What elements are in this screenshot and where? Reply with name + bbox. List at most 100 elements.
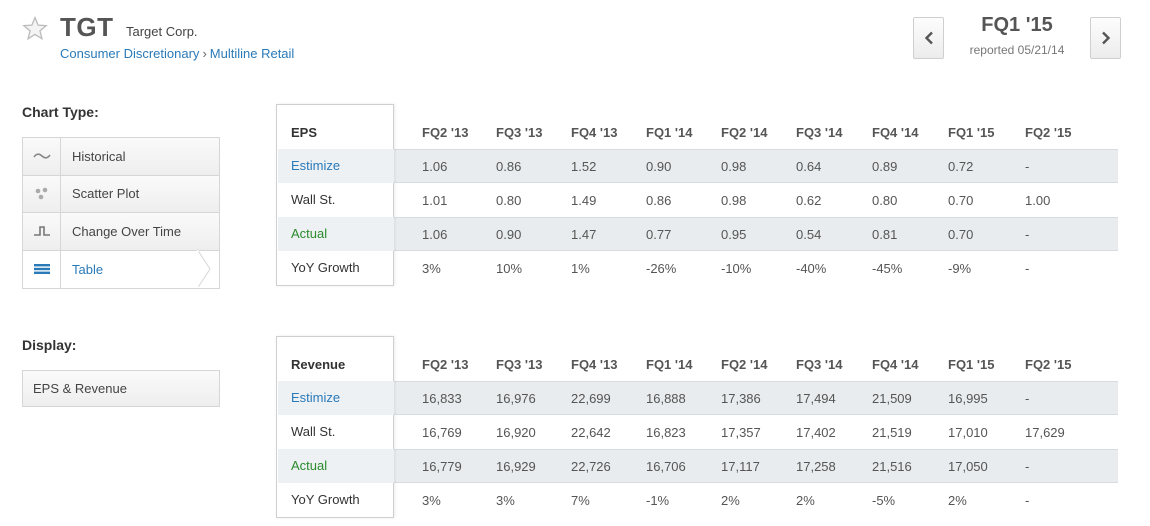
chart-type-change-over-time[interactable]: Change Over Time — [23, 213, 219, 251]
column-header: FQ2 '13 — [422, 124, 469, 140]
table-cell: 1.47 — [571, 226, 597, 242]
breadcrumb-separator: › — [202, 46, 207, 61]
row-label: Wall St. — [291, 192, 336, 207]
table-cell: 16,779 — [422, 458, 462, 474]
table-cell: 0.80 — [872, 192, 898, 208]
column-header: FQ3 '14 — [796, 124, 843, 140]
table-cell: 0.80 — [496, 192, 522, 208]
table-cell: 16,995 — [948, 390, 988, 406]
table-cell: -26% — [646, 260, 677, 276]
table-cell: 22,642 — [571, 424, 611, 440]
table-cell: -40% — [796, 260, 827, 276]
table-cell: 16,929 — [496, 458, 536, 474]
chevron-right-icon — [1101, 31, 1110, 45]
table-cell: 17,010 — [948, 424, 988, 440]
wave-icon — [23, 138, 61, 175]
table-header-row: FQ2 '13 FQ3 '13 FQ4 '13 FQ1 '14 FQ2 '14 FQ3 '… — [276, 115, 1118, 149]
table-cell: 22,699 — [571, 390, 611, 406]
column-header: FQ1 '14 — [646, 124, 693, 140]
table-cell: 17,629 — [1025, 424, 1065, 440]
table-cell: 16,706 — [646, 458, 686, 474]
column-header: FQ4 '14 — [872, 356, 919, 372]
previous-period-button[interactable] — [913, 17, 944, 59]
table-header-row: FQ2 '13 FQ3 '13 FQ4 '13 FQ1 '14 FQ2 '14 FQ3 '… — [276, 347, 1118, 381]
table-cell: 17,258 — [796, 458, 836, 474]
table-cell: 17,117 — [721, 458, 760, 474]
table-cell: 0.98 — [721, 192, 747, 208]
table-row: 1.01 0.80 1.49 0.86 0.98 0.62 0.80 0.70 1.00 — [276, 183, 1118, 217]
table-cell: 0.90 — [496, 226, 522, 242]
chart-type-table[interactable]: Table — [23, 250, 219, 288]
table-cell: 0.89 — [872, 158, 898, 174]
table-cell: 1.01 — [422, 192, 448, 208]
row-label: Estimize — [291, 158, 341, 173]
table-cell: -10% — [721, 260, 752, 276]
column-header: FQ1 '15 — [948, 356, 995, 372]
row-label-background — [278, 217, 394, 251]
table-cell: 10% — [496, 260, 523, 276]
step-icon — [23, 213, 61, 250]
eps-table: FQ2 '13 FQ3 '13 FQ4 '13 FQ1 '14 FQ2 '14 FQ3 '… — [276, 104, 1118, 286]
chart-type-label-change: Change Over Time — [72, 223, 182, 239]
row-label-background — [278, 381, 394, 415]
table-cell: 1.52 — [571, 158, 597, 174]
chart-type-label-table: Table — [72, 261, 104, 277]
row-label: Actual — [291, 226, 328, 241]
row-label-background — [278, 449, 394, 483]
column-header: FQ1 '15 — [948, 124, 995, 140]
table-cell: 1.49 — [571, 192, 597, 208]
column-header: FQ1 '14 — [646, 356, 693, 372]
display-selector[interactable]: EPS & Revenue — [22, 370, 220, 407]
revenue-table: FQ2 '13 FQ3 '13 FQ4 '13 FQ1 '14 FQ2 '14 FQ3 '… — [276, 336, 1118, 518]
table-cell: 17,402 — [796, 424, 836, 440]
table-title: Revenue — [291, 357, 346, 372]
row-label: Actual — [291, 458, 328, 473]
table-cell: 0.72 — [948, 158, 974, 174]
chart-type-label-historical: Historical — [72, 148, 126, 164]
table-cell: 16,920 — [496, 424, 536, 440]
table-row: 1.06 0.86 1.52 0.90 0.98 0.64 0.89 0.72 - — [276, 149, 1118, 183]
column-header: FQ2 '13 — [422, 356, 469, 372]
next-period-button[interactable] — [1090, 17, 1121, 59]
breadcrumb-sector-link[interactable]: Consumer Discretionary — [60, 46, 200, 61]
table-cell: - — [1025, 226, 1030, 242]
table-cell: 1.00 — [1025, 192, 1051, 208]
display-label: Display: — [22, 337, 77, 353]
table-cell: 17,050 — [948, 458, 988, 474]
chart-type-label: Chart Type: — [22, 104, 99, 120]
table-cell: 2% — [796, 492, 815, 508]
table-cell: 0.54 — [796, 226, 822, 242]
table-cell: 0.77 — [646, 226, 672, 242]
table-cell: 1% — [571, 260, 590, 276]
table-cell: -45% — [872, 260, 903, 276]
row-label-panel: Revenue Estimize Wall St. Actual YoY Growth — [276, 336, 394, 518]
table-cell: 21,509 — [872, 390, 912, 406]
table-cell: 16,823 — [646, 424, 686, 440]
table-cell: 0.70 — [948, 226, 974, 242]
table-cell: 7% — [571, 492, 590, 508]
row-label-background — [278, 149, 394, 183]
star-icon[interactable] — [22, 16, 48, 42]
table-title: EPS — [291, 125, 318, 140]
row-label: Wall St. — [291, 424, 336, 439]
table-cell: -5% — [872, 492, 896, 508]
table-icon — [23, 250, 61, 288]
chart-type-scatter-plot[interactable]: Scatter Plot — [23, 175, 219, 213]
column-header: FQ2 '14 — [721, 124, 768, 140]
column-header: FQ2 '15 — [1025, 124, 1072, 140]
scatter-icon — [23, 175, 61, 212]
table-cell: 16,976 — [496, 390, 536, 406]
table-cell: 1.06 — [422, 226, 448, 242]
table-cell: 17,357 — [721, 424, 761, 440]
breadcrumb: Consumer Discretionary › Multiline Retail — [60, 46, 294, 61]
column-header: FQ2 '14 — [721, 356, 768, 372]
chart-type-list: Historical Scatter Plot Change Over Time… — [22, 137, 220, 289]
period-title: FQ1 '15 — [981, 14, 1053, 36]
row-label-panel: EPS Estimize Wall St. Actual YoY Growth — [276, 104, 394, 286]
table-cell: -9% — [948, 260, 972, 276]
breadcrumb-industry-link[interactable]: Multiline Retail — [209, 46, 295, 61]
chart-type-historical[interactable]: Historical — [23, 138, 219, 176]
table-cell: 16,769 — [422, 424, 462, 440]
table-row: 1.06 0.90 1.47 0.77 0.95 0.54 0.81 0.70 - — [276, 217, 1118, 251]
table-cell: 21,516 — [872, 458, 912, 474]
